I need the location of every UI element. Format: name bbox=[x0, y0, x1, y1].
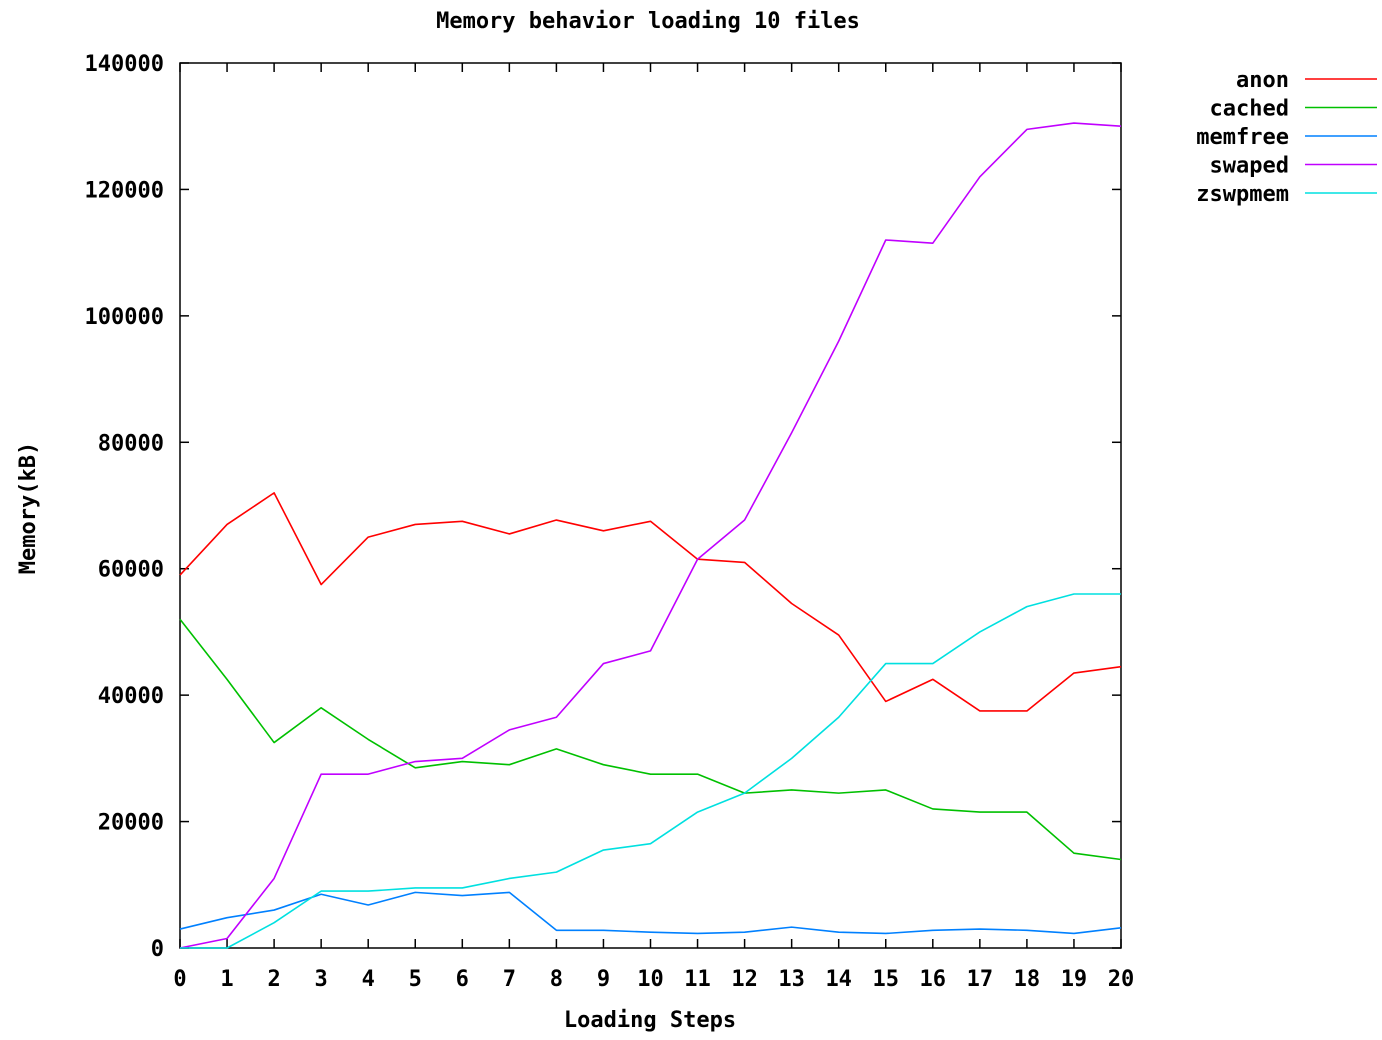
series-lines bbox=[179, 122, 1122, 949]
x-tick-label: 17 bbox=[967, 967, 994, 992]
x-tick-label: 1 bbox=[220, 967, 233, 992]
y-tick-label: 60000 bbox=[98, 558, 164, 583]
legend-label-cached: cached bbox=[1210, 97, 1289, 122]
legend-label-memfree: memfree bbox=[1196, 125, 1289, 150]
x-tick-label: 20 bbox=[1108, 967, 1135, 992]
legend-label-swaped: swaped bbox=[1210, 154, 1289, 179]
x-tick-label: 18 bbox=[1014, 967, 1041, 992]
x-tick-label: 9 bbox=[597, 967, 610, 992]
x-tick-label: 3 bbox=[315, 967, 328, 992]
x-tick-label: 16 bbox=[920, 967, 947, 992]
legend-label-anon: anon bbox=[1236, 68, 1289, 93]
x-tick-label: 14 bbox=[825, 967, 852, 992]
x-tick-label: 4 bbox=[362, 967, 375, 992]
x-tick-label: 0 bbox=[173, 967, 186, 992]
x-tick-label: 10 bbox=[637, 967, 664, 992]
y-tick-label: 120000 bbox=[85, 178, 164, 203]
y-tick-label: 100000 bbox=[85, 305, 164, 330]
x-tick-label: 8 bbox=[550, 967, 563, 992]
legend-label-zswpmem: zswpmem bbox=[1196, 182, 1289, 207]
series-line-anon bbox=[179, 492, 1122, 712]
y-tick-label: 80000 bbox=[98, 431, 164, 456]
chart-title: Memory behavior loading 10 files bbox=[436, 9, 860, 34]
x-tick-label: 13 bbox=[778, 967, 805, 992]
axes: 0 20000 40000 60000 80000 100000 120000 140000 0… bbox=[85, 52, 1135, 992]
x-tick-label: 7 bbox=[503, 967, 516, 992]
series-line-swaped bbox=[179, 122, 1122, 949]
x-tick-label: 11 bbox=[684, 967, 711, 992]
series-line-zswpmem bbox=[180, 593, 1121, 949]
y-tick-label: 20000 bbox=[98, 811, 164, 836]
x-tick-label: 15 bbox=[873, 967, 900, 992]
legend: anon cached memfree swaped zswpmem bbox=[1196, 68, 1377, 207]
y-tick-label: 140000 bbox=[85, 52, 164, 77]
x-tick-label: 2 bbox=[267, 967, 280, 992]
x-tick-label: 6 bbox=[456, 967, 469, 992]
y-tick-label: 0 bbox=[151, 937, 164, 962]
series-line-cached bbox=[179, 618, 1122, 861]
plot-border bbox=[179, 62, 1122, 949]
x-tick-label: 12 bbox=[731, 967, 758, 992]
x-tick-label: 5 bbox=[409, 967, 422, 992]
y-axis-label: Memory(kB) bbox=[16, 442, 41, 574]
x-tick-label: 19 bbox=[1061, 967, 1088, 992]
y-tick-label: 40000 bbox=[98, 684, 164, 709]
x-axis-label: Loading Steps bbox=[564, 1008, 736, 1033]
series-line-memfree bbox=[179, 891, 1122, 935]
